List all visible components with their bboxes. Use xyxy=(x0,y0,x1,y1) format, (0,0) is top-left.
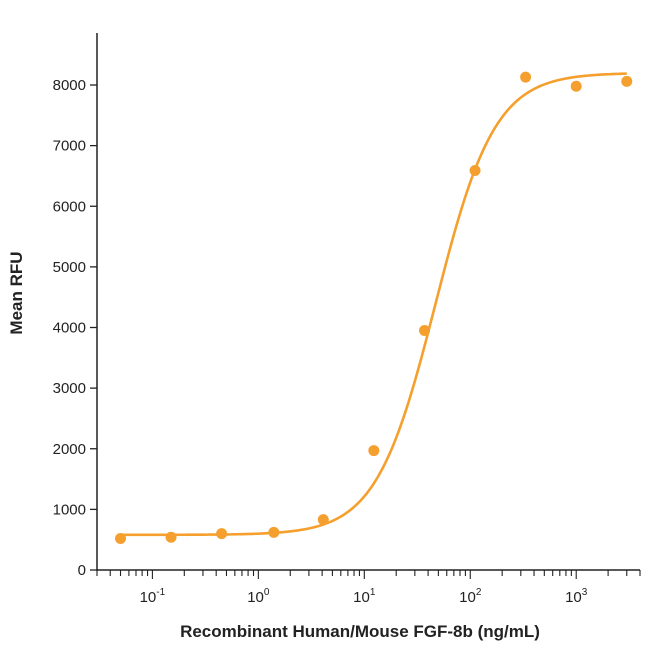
data-point xyxy=(115,532,127,544)
y-axis-title: Mean RFU xyxy=(7,251,26,334)
data-point xyxy=(368,445,380,457)
x-tick-label: 100 xyxy=(247,587,270,606)
y-tick-label: 7000 xyxy=(53,138,86,155)
y-tick-label: 6000 xyxy=(53,198,86,215)
y-tick-label: 2000 xyxy=(53,441,86,458)
data-point xyxy=(570,80,582,92)
x-tick-label: 101 xyxy=(353,587,376,606)
y-tick-label: 1000 xyxy=(53,501,86,518)
data-point xyxy=(469,164,481,176)
y-tick-label: 5000 xyxy=(53,259,86,276)
data-point xyxy=(165,531,177,543)
x-axis: 10-1 100 101 102 103 xyxy=(96,569,641,606)
y-tick-label: 0 xyxy=(78,562,86,579)
data-point xyxy=(520,71,532,83)
x-tick-label: 102 xyxy=(459,587,482,606)
data-points xyxy=(115,71,633,544)
x-tick-label: 10-1 xyxy=(140,587,166,606)
y-tick-label: 8000 xyxy=(53,77,86,94)
data-point xyxy=(621,75,633,87)
x-axis-title: Recombinant Human/Mouse FGF-8b (ng/mL) xyxy=(180,622,540,641)
y-axis: 0 1000 2000 3000 4000 5000 6000 7000 8000 xyxy=(53,33,98,579)
data-point xyxy=(216,528,228,540)
data-point xyxy=(317,514,329,526)
data-point xyxy=(419,325,431,337)
y-tick-label: 4000 xyxy=(53,320,86,337)
x-tick-label: 103 xyxy=(565,587,588,606)
y-tick-label: 3000 xyxy=(53,380,86,397)
data-point xyxy=(268,526,280,538)
fit-curve xyxy=(120,72,627,537)
